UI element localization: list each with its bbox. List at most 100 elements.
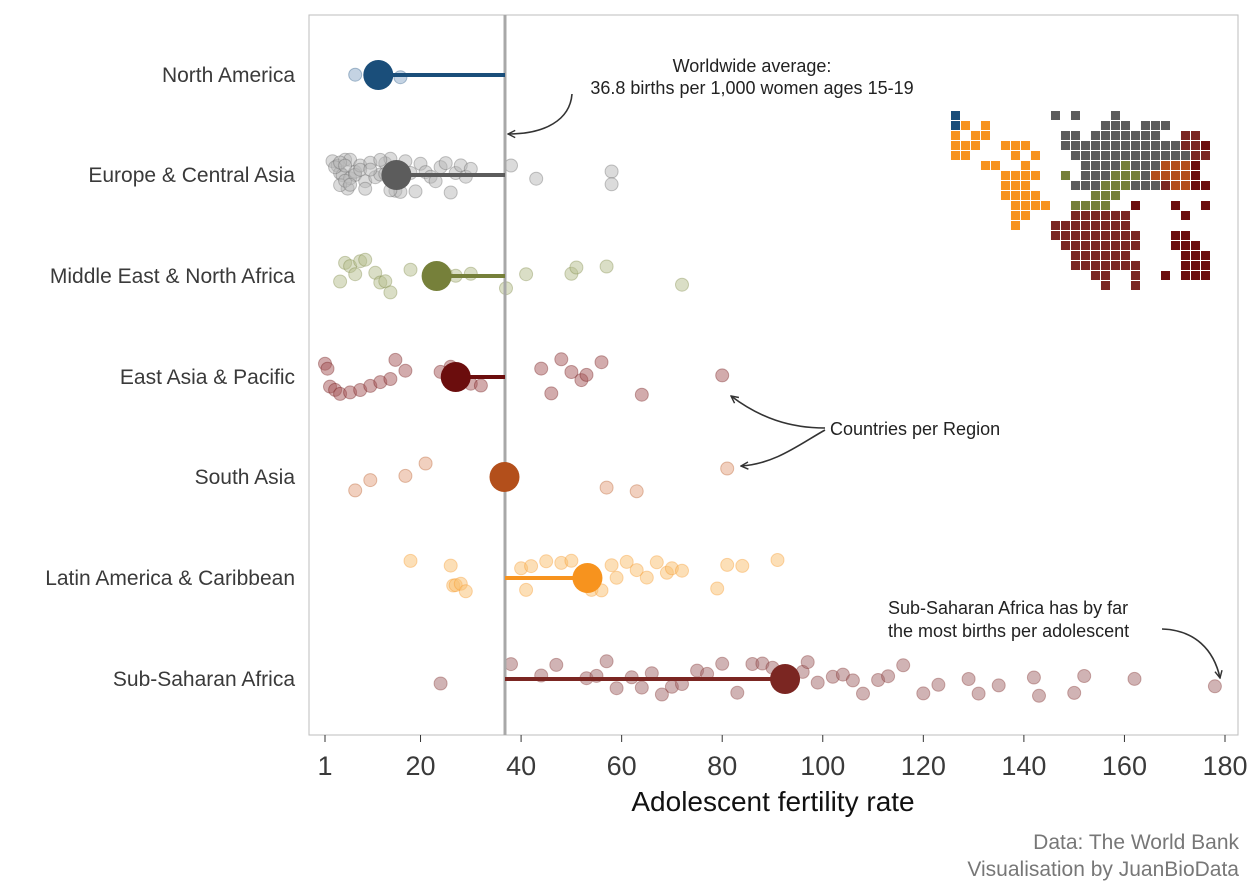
map-cell — [1171, 161, 1180, 170]
map-cell — [1181, 211, 1190, 220]
region-mean-segments — [378, 73, 786, 681]
map-cell — [961, 151, 970, 160]
countries-annotation-arrow-upper — [731, 396, 826, 429]
map-cell — [1091, 151, 1100, 160]
map-cell — [1151, 161, 1160, 170]
mean-marker-south-asia — [489, 462, 520, 492]
map-cell — [1101, 201, 1110, 210]
map-cell — [1101, 151, 1110, 160]
map-cell — [1091, 221, 1100, 230]
map-cell — [1111, 241, 1120, 250]
map-cell — [1071, 151, 1080, 160]
x-tick-label: 60 — [607, 751, 637, 781]
ssa-annotation-arrow — [1161, 628, 1220, 678]
point-south-asia — [599, 480, 614, 495]
map-cell — [1181, 171, 1190, 180]
map-cell — [1011, 211, 1020, 220]
map-cell — [1161, 161, 1170, 170]
map-cell — [951, 121, 960, 130]
map-cell — [1081, 261, 1090, 270]
point-sub-saharan-africa — [433, 676, 448, 691]
map-cell — [1091, 261, 1100, 270]
map-cell — [1121, 151, 1130, 160]
point-europe-central-asia — [358, 181, 373, 196]
map-cell — [1131, 181, 1140, 190]
map-cell — [1071, 241, 1080, 250]
point-sub-saharan-africa — [991, 678, 1006, 693]
map-cell — [1091, 191, 1100, 200]
map-cell — [981, 131, 990, 140]
map-cell — [1131, 151, 1140, 160]
map-cell — [1181, 131, 1190, 140]
map-cell — [1111, 121, 1120, 130]
map-cell — [1181, 181, 1190, 190]
map-cell — [1171, 231, 1180, 240]
map-cell — [1021, 141, 1030, 150]
map-cell — [1141, 171, 1150, 180]
map-cell — [1141, 121, 1150, 130]
map-cell — [1121, 261, 1130, 270]
point-latin-america-caribbean — [639, 570, 654, 585]
point-sub-saharan-africa — [961, 672, 976, 686]
map-cell — [1191, 251, 1200, 260]
point-middle-east-north-africa — [378, 274, 393, 289]
map-cell — [1141, 161, 1150, 170]
map-cell — [1101, 121, 1110, 130]
map-cell — [971, 131, 980, 140]
map-cell — [1091, 271, 1100, 280]
x-axis: 1 20 40 60 80 100 120 140 160 180 — [317, 735, 1248, 781]
point-latin-america-caribbean — [524, 559, 539, 574]
mean-marker-latin-america-caribbean — [572, 563, 603, 593]
map-cell — [1081, 231, 1090, 240]
map-cell — [1111, 181, 1120, 190]
point-latin-america-caribbean — [649, 555, 664, 570]
map-cell — [1111, 141, 1120, 150]
map-cell — [1051, 111, 1060, 120]
point-sub-saharan-africa — [599, 654, 614, 669]
map-cell — [1101, 261, 1110, 270]
point-middle-east-north-africa — [358, 252, 373, 267]
map-cell — [1011, 201, 1020, 210]
map-cell — [1111, 251, 1120, 260]
point-latin-america-caribbean — [443, 558, 458, 573]
map-cell — [1171, 201, 1180, 210]
point-north-america — [348, 67, 363, 82]
map-cell — [1071, 251, 1080, 260]
point-sub-saharan-africa — [654, 687, 669, 702]
point-sub-saharan-africa — [1207, 679, 1222, 694]
map-cell — [1021, 161, 1030, 170]
x-axis-title: Adolescent fertility rate — [631, 786, 914, 817]
map-cell — [1101, 241, 1110, 250]
map-cell — [1161, 151, 1170, 160]
point-europe-central-asia — [338, 158, 353, 173]
map-cell — [1111, 221, 1120, 230]
plot-panel-border — [308, 14, 1239, 736]
map-cell — [1111, 211, 1120, 220]
point-east-asia-pacific — [554, 352, 569, 367]
x-tick-label: 1 — [317, 751, 332, 781]
map-cell — [1061, 221, 1070, 230]
point-latin-america-caribbean — [564, 553, 579, 568]
map-cell — [1201, 151, 1210, 160]
point-europe-central-asia — [438, 156, 453, 171]
map-cell — [1031, 201, 1040, 210]
point-middle-east-north-africa — [569, 260, 584, 275]
map-cell — [1181, 141, 1190, 150]
map-cell — [1071, 201, 1080, 210]
map-cell — [1131, 161, 1140, 170]
map-cell — [971, 141, 980, 150]
point-sub-saharan-africa — [931, 677, 946, 692]
point-east-asia-pacific — [473, 378, 488, 393]
map-cell — [1061, 171, 1070, 180]
map-cell — [1101, 171, 1110, 180]
map-cell — [1081, 201, 1090, 210]
map-cell — [1151, 181, 1160, 190]
point-europe-central-asia — [604, 164, 619, 179]
point-latin-america-caribbean — [735, 558, 750, 573]
map-cell — [1031, 191, 1040, 200]
point-east-asia-pacific — [388, 352, 403, 367]
map-cell — [1071, 111, 1080, 120]
map-cell — [1191, 151, 1200, 160]
point-east-asia-pacific — [534, 361, 549, 376]
map-cell — [961, 141, 970, 150]
